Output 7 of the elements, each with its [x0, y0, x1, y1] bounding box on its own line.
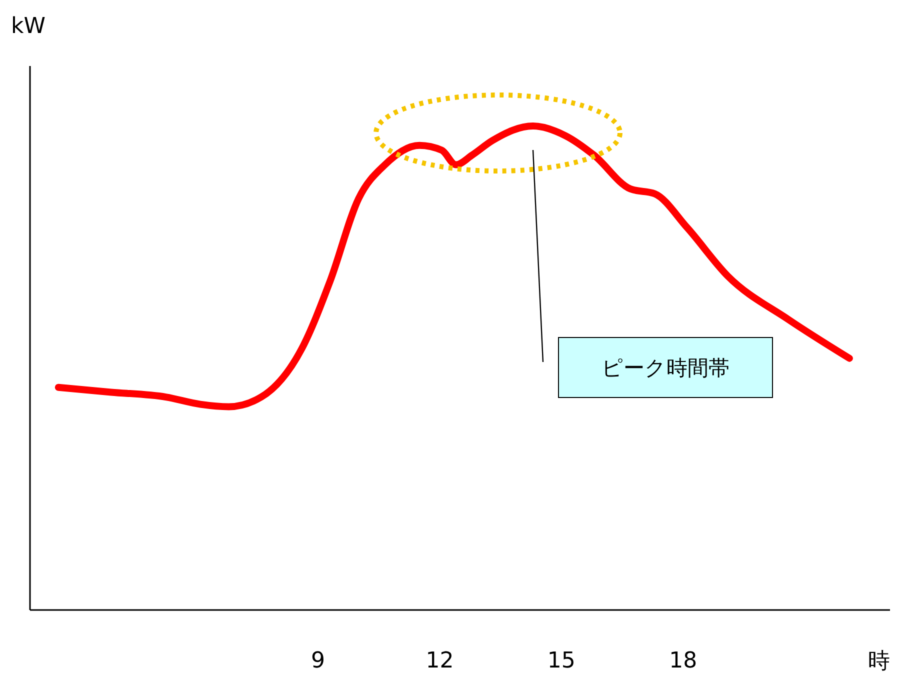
annotation: ピーク時間帯	[602, 354, 730, 382]
x-tick-label: 15	[547, 648, 576, 674]
x-tick-label: 9	[311, 648, 326, 674]
x-tick-label: 18	[669, 648, 698, 674]
x-tick-label: 12	[426, 648, 454, 674]
y-axis-title: kW	[11, 14, 46, 39]
x-axis-title: 時	[868, 648, 890, 674]
